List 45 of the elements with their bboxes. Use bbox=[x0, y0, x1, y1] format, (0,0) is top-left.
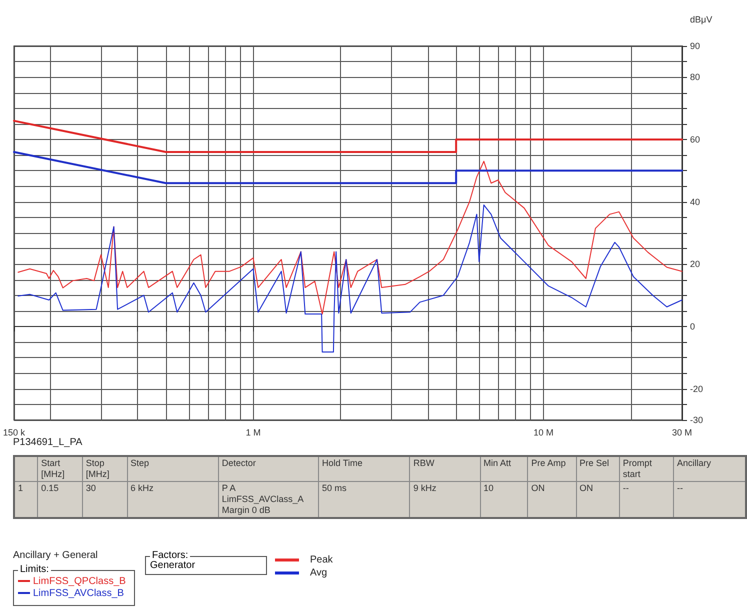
y-tick-label: 90 bbox=[690, 41, 700, 51]
text: Generator bbox=[150, 560, 196, 571]
text: Ancillary + General bbox=[13, 550, 98, 561]
text: 30 bbox=[82, 482, 128, 518]
text: P A LimFSS_AVClass_A Margin 0 dB bbox=[218, 482, 318, 518]
text: Ancillary bbox=[673, 456, 746, 482]
x-tick-label: 1 M bbox=[246, 428, 261, 438]
text: 50 ms bbox=[318, 482, 410, 518]
y-tick-label: 60 bbox=[690, 134, 700, 144]
text: Pre Amp bbox=[528, 456, 576, 482]
text: Start [MHz] bbox=[38, 456, 82, 482]
x-tick-label: 150 k bbox=[2, 428, 26, 438]
legend-label: LimFSS_AVClass_B bbox=[32, 588, 125, 600]
text: Stop [MHz] bbox=[82, 456, 128, 482]
text: 1 bbox=[14, 482, 38, 518]
y-tick-label: 20 bbox=[690, 259, 700, 270]
text: 10 bbox=[480, 482, 528, 518]
text: 9 kHz bbox=[410, 482, 480, 518]
text: Min Att bbox=[480, 456, 528, 482]
text: Limits: bbox=[18, 564, 51, 575]
text: Hold Time bbox=[318, 456, 410, 482]
y-axis-title: dBμV bbox=[690, 14, 712, 24]
legend-label: Avg bbox=[310, 568, 328, 578]
text: RBW bbox=[410, 456, 480, 482]
text: Step bbox=[127, 456, 218, 482]
text: -- bbox=[619, 482, 674, 518]
text: -- bbox=[673, 482, 746, 518]
text: Prompt start bbox=[619, 456, 674, 482]
text: Detector bbox=[218, 456, 318, 482]
x-tick-label: 30 M bbox=[672, 428, 692, 438]
text: 6 kHz bbox=[127, 482, 218, 518]
legend-label: Peak bbox=[310, 554, 334, 566]
y-tick-label: 0 bbox=[690, 322, 696, 332]
x-tick-label: 10 M bbox=[533, 428, 554, 438]
legend-label: LimFSS_QPClass_B bbox=[32, 576, 127, 588]
y-tick-label: -30 bbox=[690, 415, 704, 425]
y-tick-label: 80 bbox=[690, 72, 700, 82]
y-tick-label: -20 bbox=[690, 384, 704, 394]
text: Factors: bbox=[150, 550, 190, 561]
text: ON bbox=[528, 482, 576, 518]
text: P134691_L_PA bbox=[13, 437, 82, 448]
text: ON bbox=[576, 482, 620, 518]
text: Pre Sel bbox=[576, 456, 620, 482]
text: 0.15 bbox=[38, 482, 82, 518]
y-tick-label: 40 bbox=[690, 196, 700, 207]
